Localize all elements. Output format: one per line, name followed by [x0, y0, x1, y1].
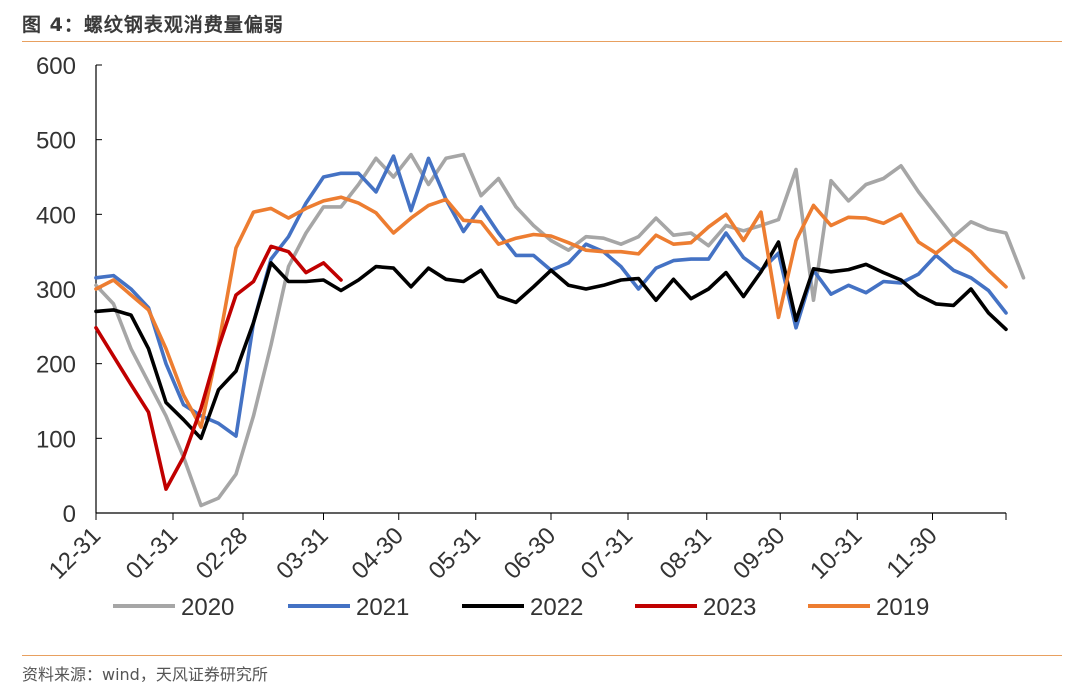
y-tick-label: 600 [36, 53, 76, 80]
x-tick-label: 12-31 [44, 522, 107, 585]
chart-legend: 2020 2021 2022 2023 2019 [113, 594, 929, 621]
x-tick-label: 06-30 [499, 522, 562, 585]
legend-label-2019: 2019 [876, 594, 929, 621]
source-note: 资料来源：wind，天风证券研究所 [22, 665, 268, 684]
x-tick-label: 10-31 [805, 522, 868, 585]
x-tick-label: 02-28 [191, 522, 254, 585]
legend-label-2021: 2021 [356, 594, 409, 621]
legend-label-2023: 2023 [703, 594, 756, 621]
y-tick-label: 0 [63, 501, 76, 528]
series-line-2020 [94, 152, 1026, 508]
y-tick-label: 500 [36, 128, 76, 155]
legend-label-2022: 2022 [530, 594, 583, 621]
series-line-2021 [94, 154, 1008, 438]
y-tick-label: 300 [36, 277, 76, 304]
series-line-2019 [94, 195, 1008, 429]
x-tick-label: 04-30 [346, 522, 409, 585]
x-tick-label: 07-31 [576, 522, 639, 585]
x-tick-label: 08-31 [654, 522, 717, 585]
x-tick-label: 11-30 [882, 522, 943, 583]
x-tick-label: 05-31 [423, 522, 486, 585]
top-divider [22, 41, 1062, 42]
series-line-2023 [94, 244, 343, 491]
x-tick-label: 03-31 [271, 522, 334, 585]
y-tick-label: 100 [36, 426, 76, 453]
series-line-2022 [94, 240, 1008, 441]
x-tick-label: 09-30 [728, 522, 791, 585]
legend-label-2020: 2020 [181, 594, 234, 621]
y-tick-label: 200 [36, 352, 76, 379]
bottom-divider [22, 655, 1062, 656]
chart-title: 图 4：螺纹钢表观消费量偏弱 [22, 14, 284, 36]
y-tick-label: 400 [36, 202, 76, 229]
x-tick-label: 01-31 [121, 522, 184, 585]
chart-series-lines [94, 152, 1026, 508]
